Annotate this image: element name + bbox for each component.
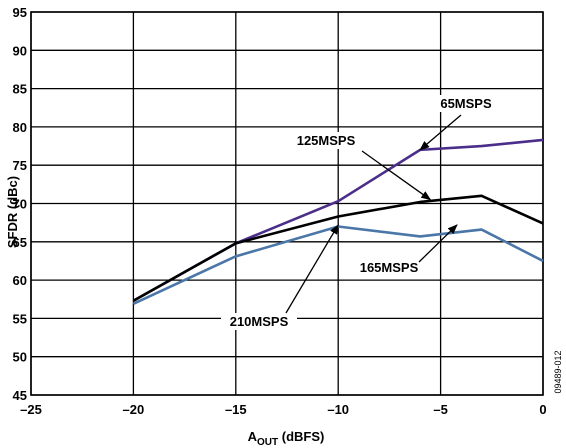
tick-label-layer: –25 –20 –15 –10 –5 0 45 50 55 60 65 70 75 80 85 90 95 (13, 5, 547, 417)
x-tick-label: –5 (433, 402, 447, 417)
y-tick-label: 75 (13, 158, 27, 173)
x-tick-label: –15 (225, 402, 247, 417)
annotation-layer: 65MSPS 125MSPS 165MSPS 210MSPS (221, 95, 504, 330)
annotation-arrow-125msps (361, 150, 432, 201)
series-line-125msps (132, 194, 544, 302)
x-tick-label: –25 (20, 402, 42, 417)
annotation-bg-165msps (351, 259, 427, 276)
series-layer (132, 138, 544, 306)
grid-layer (30, 11, 544, 396)
x-axis-title-unit: (dBFS) (278, 429, 324, 444)
y-tick-label: 45 (13, 388, 27, 403)
x-tick-label: –10 (327, 402, 349, 417)
y-tick-label: 65 (13, 235, 27, 250)
y-tick-label: 50 (13, 350, 27, 365)
annotation-arrow-210msps (285, 224, 339, 314)
annotation-arrow-165msps (418, 224, 458, 263)
x-axis-title-subscript: OUT (257, 437, 278, 448)
annotation-label-210msps: 210MSPS (230, 314, 289, 329)
y-tick-label: 60 (13, 273, 27, 288)
y-tick-label: 80 (13, 120, 27, 135)
annotation-label-165msps: 165MSPS (360, 260, 419, 275)
annotation-label-65msps: 65MSPS (440, 96, 492, 111)
x-tick-label: 0 (539, 402, 546, 417)
series-line-165msps (132, 225, 544, 306)
x-axis-title-main: A (248, 429, 258, 444)
figure-id: 09489-012 (553, 350, 563, 393)
annotation-bg-125msps (288, 132, 364, 149)
x-axis-title: AOUT (dBFS) (248, 429, 325, 448)
y-tick-label: 85 (13, 82, 27, 97)
y-axis-title: SFDR (dBc) (5, 176, 20, 248)
annotation-label-125msps: 125MSPS (297, 133, 356, 148)
y-tick-label: 90 (13, 43, 27, 58)
y-tick-label: 95 (13, 5, 27, 20)
x-tick-label: –20 (123, 402, 145, 417)
plot-frame (30, 11, 544, 396)
y-tick-label: 55 (13, 311, 27, 326)
annotation-bg-65msps (428, 95, 504, 112)
annotation-arrow-65msps (419, 114, 462, 151)
annotation-bg-210msps (221, 313, 297, 330)
y-tick-label: 70 (13, 197, 27, 212)
